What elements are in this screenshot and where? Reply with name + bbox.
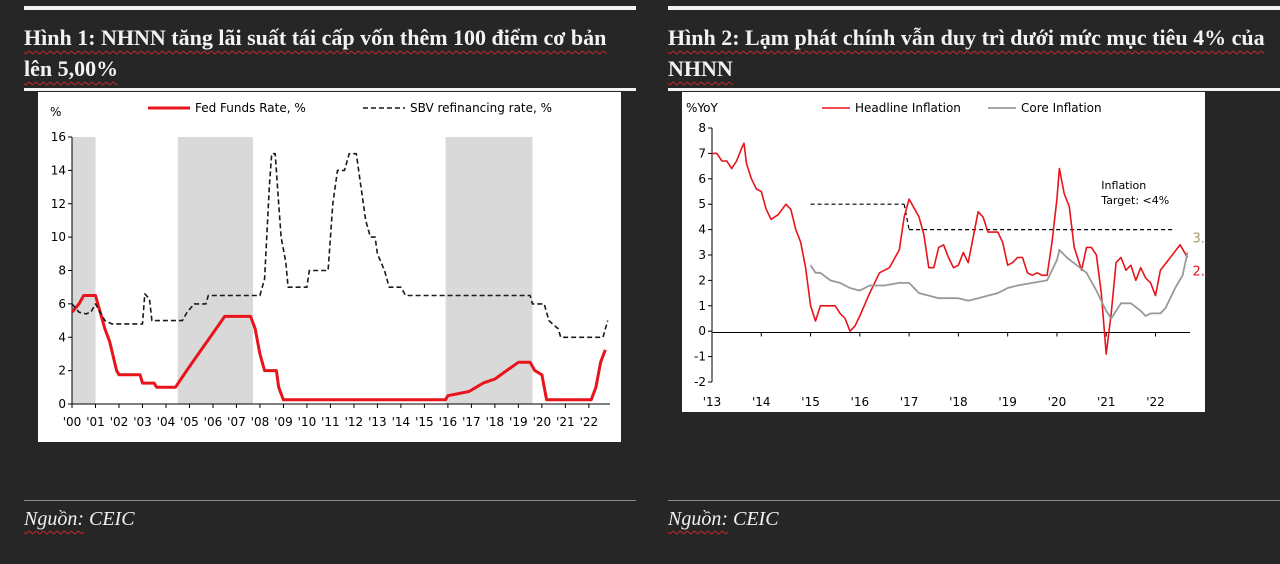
- y-tick-label: 5: [698, 197, 706, 211]
- y-tick-label: 4: [698, 223, 706, 237]
- x-tick-label: '20: [533, 415, 552, 429]
- series-line-1: [71, 152, 609, 339]
- y-tick-label: 7: [698, 146, 706, 160]
- x-tick-label: '22: [1146, 395, 1165, 409]
- source-prefix: Nguồn:: [668, 508, 728, 530]
- x-tick-label: '10: [298, 415, 317, 429]
- x-tick-label: '00: [63, 415, 82, 429]
- x-tick-label: '21: [1097, 395, 1116, 409]
- x-tick-label: '19: [998, 395, 1017, 409]
- x-tick-label: '15: [801, 395, 820, 409]
- x-tick-label: '13: [368, 415, 387, 429]
- x-tick-label: '11: [321, 415, 340, 429]
- x-tick-label: '15: [415, 415, 434, 429]
- y-tick-label: 14: [51, 163, 66, 177]
- y-tick-label: 4: [58, 330, 66, 344]
- y-axis-label: %: [50, 105, 61, 119]
- chart-2-svg: -2 -1 0 1 2 3 4 5 6 7 8 '13 '14 '15 '16 '17 '18 '19 '20 '21…: [686, 101, 1205, 409]
- x-tick-label: '02: [110, 415, 129, 429]
- x-tick-label: '04: [157, 415, 176, 429]
- x-tick-label: '16: [851, 395, 870, 409]
- annotation-label: 2.9: [1192, 264, 1205, 279]
- series-line-0: [712, 142, 1189, 355]
- source-note-2: Nguồn: CEIC: [668, 508, 779, 531]
- source-name: CEIC: [728, 508, 779, 530]
- shaded-period: [72, 137, 96, 404]
- y-tick-label: 6: [698, 172, 706, 186]
- chart-1-container: 0 2 4 6 8 10 12 14 16 '00 '01 '02 '03 '04 '05 '06 '07 '08…: [38, 92, 621, 442]
- figure-2-title: Hình 2: Lạm phát chính vẫn duy trì dưới …: [668, 25, 1265, 81]
- left-panel: Hình 1: NHNN tăng lãi suất tái cấp vốn t…: [24, 0, 636, 564]
- annotation-label: Inflation: [1101, 179, 1146, 192]
- annotation-label: Target: <4%: [1100, 194, 1169, 207]
- x-tick-label: '20: [1048, 395, 1067, 409]
- y-tick-label: 3: [698, 248, 706, 262]
- y-tick-label: -1: [694, 350, 706, 364]
- source-rule: [668, 500, 1280, 501]
- x-tick-label: '18: [949, 395, 968, 409]
- target-line: [903, 204, 910, 230]
- x-tick-label: '18: [486, 415, 505, 429]
- y-tick-label: 2: [698, 273, 706, 287]
- source-rule: [24, 500, 636, 501]
- y-tick-label: 8: [58, 264, 66, 278]
- right-panel: Hình 2: Lạm phát chính vẫn duy trì dưới …: [668, 0, 1280, 564]
- y-axis-label: %YoY: [686, 101, 718, 115]
- legend-label-1: Core Inflation: [1021, 101, 1102, 115]
- y-tick-label: 16: [51, 130, 66, 144]
- x-tick-label: '03: [133, 415, 152, 429]
- series-line-1: [809, 249, 1189, 320]
- chart-1-svg: 0 2 4 6 8 10 12 14 16 '00 '01 '02 '03 '04 '05 '06 '07 '08…: [50, 101, 610, 429]
- legend-label-1: SBV refinancing rate, %: [410, 101, 552, 115]
- legend-label-0: Headline Inflation: [855, 101, 961, 115]
- y-tick-label: 6: [58, 297, 66, 311]
- x-tick-label: '07: [227, 415, 246, 429]
- x-tick-label: '22: [580, 415, 599, 429]
- y-tick-label: 1: [698, 299, 706, 313]
- y-tick-label: 0: [58, 397, 66, 411]
- x-tick-label: '13: [703, 395, 722, 409]
- x-tick-label: '12: [345, 415, 364, 429]
- shaded-period: [177, 137, 253, 404]
- x-tick-label: '19: [509, 415, 528, 429]
- y-tick-label: 0: [698, 324, 706, 338]
- x-tick-label: '21: [556, 415, 575, 429]
- y-tick-label: 10: [51, 230, 66, 244]
- x-tick-label: '08: [251, 415, 270, 429]
- annotation-label: 3.1: [1192, 231, 1205, 246]
- legend-label-0: Fed Funds Rate, %: [195, 101, 306, 115]
- x-tick-label: '05: [180, 415, 199, 429]
- source-name: CEIC: [84, 508, 135, 530]
- x-tick-label: '01: [86, 415, 105, 429]
- top-rule: [24, 6, 636, 10]
- y-tick-label: 8: [698, 121, 706, 135]
- x-tick-label: '14: [752, 395, 771, 409]
- shaded-period: [445, 137, 533, 404]
- series-line-0: [70, 294, 607, 402]
- title-rule: [24, 88, 636, 91]
- top-rule: [668, 6, 1280, 10]
- y-tick-label: -2: [694, 375, 706, 389]
- x-tick-label: '09: [274, 415, 293, 429]
- x-tick-label: '14: [392, 415, 411, 429]
- chart-2-container: -2 -1 0 1 2 3 4 5 6 7 8 '13 '14 '15 '16 '17 '18 '19 '20 '21…: [682, 92, 1205, 412]
- x-tick-label: '17: [462, 415, 481, 429]
- y-tick-label: 12: [51, 197, 66, 211]
- x-tick-label: '06: [204, 415, 223, 429]
- title-rule: [668, 88, 1280, 91]
- y-tick-label: 2: [58, 364, 66, 378]
- source-note-1: Nguồn: CEIC: [24, 508, 135, 531]
- figure-1-title: Hình 1: NHNN tăng lãi suất tái cấp vốn t…: [24, 25, 607, 81]
- source-prefix: Nguồn:: [24, 508, 84, 530]
- x-tick-label: '16: [439, 415, 458, 429]
- x-tick-label: '17: [900, 395, 919, 409]
